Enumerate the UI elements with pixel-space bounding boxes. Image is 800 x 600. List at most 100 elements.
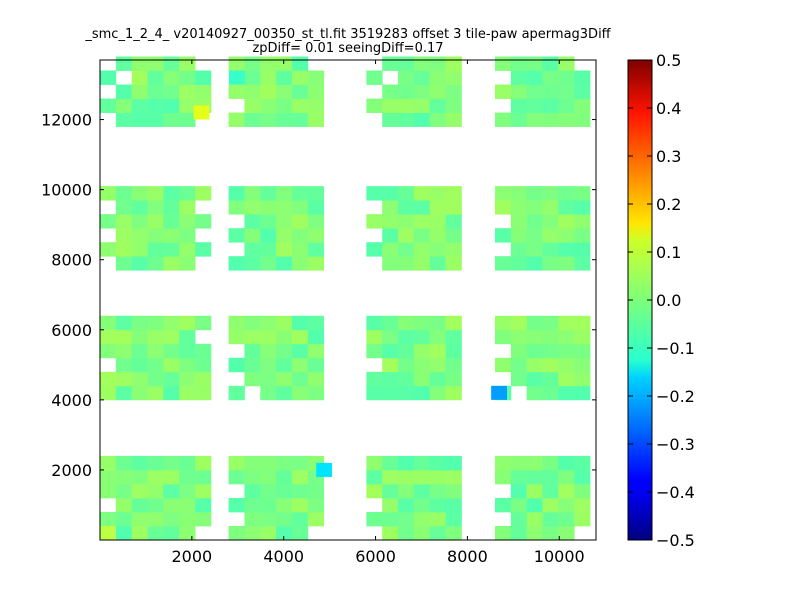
heatmap-cell	[574, 329, 591, 345]
heatmap-cell	[131, 497, 148, 513]
heatmap-cell	[574, 357, 591, 373]
heatmap-cell	[228, 455, 245, 471]
heatmap-cell	[115, 200, 133, 215]
heatmap-cell	[398, 371, 415, 387]
heatmap-cell	[131, 112, 148, 127]
heatmap-cell	[429, 455, 446, 471]
heatmap-cell	[445, 186, 462, 201]
heatmap-cell	[228, 84, 245, 99]
heatmap-cell	[291, 483, 309, 499]
heatmap-cell	[276, 329, 293, 345]
heatmap-cell	[100, 385, 117, 401]
heatmap-cell	[574, 385, 591, 401]
x-tick-label: 10000	[534, 547, 585, 566]
heatmap-cell	[413, 84, 431, 99]
heatmap-cell	[291, 315, 309, 331]
heatmap-cell	[291, 56, 309, 71]
heatmap-cell	[179, 228, 196, 243]
heatmap-cell	[445, 497, 462, 513]
heatmap-cell	[542, 112, 559, 127]
heatmap-cell	[494, 525, 512, 541]
heatmap-cell	[445, 256, 462, 271]
heatmap-cell	[291, 84, 309, 99]
heatmap-cell	[494, 357, 512, 373]
heatmap-cell	[276, 186, 293, 201]
heatmap-cell	[131, 200, 148, 215]
heatmap-cell	[131, 357, 148, 373]
heatmap-cell	[494, 329, 512, 345]
heatmap-cell	[163, 256, 180, 271]
heatmap-cell	[228, 469, 245, 485]
heatmap-cell	[494, 455, 512, 471]
heatmap-cell	[574, 469, 591, 485]
heatmap-cell	[526, 469, 543, 485]
heatmap-cell	[179, 56, 196, 71]
heatmap-cell	[429, 56, 446, 71]
heatmap-cell	[413, 511, 431, 527]
heatmap-cell	[542, 469, 559, 485]
heatmap-cell	[542, 84, 559, 99]
heatmap-cell	[131, 186, 148, 201]
heatmap-outlier-cell	[316, 462, 333, 477]
heatmap-cell	[413, 200, 431, 215]
heatmap-cell	[398, 469, 415, 485]
heatmap-cell	[398, 483, 415, 499]
heatmap-cell	[398, 112, 415, 127]
heatmap-cell	[131, 228, 148, 243]
heatmap-cell	[526, 315, 543, 331]
heatmap-cell	[244, 256, 261, 271]
heatmap-cell	[115, 343, 133, 359]
heatmap-cell	[291, 455, 309, 471]
heatmap-cell	[413, 385, 431, 401]
heatmap-cell	[366, 469, 383, 485]
x-tick-label: 6000	[355, 547, 396, 566]
heatmap-cell	[260, 98, 277, 113]
heatmap-cell	[244, 56, 261, 71]
x-tick-label: 4000	[263, 547, 304, 566]
heatmap-cell	[526, 200, 543, 215]
heatmap-cell	[260, 315, 277, 331]
heatmap-cell	[542, 511, 559, 527]
heatmap-cell	[542, 371, 559, 387]
heatmap-cell	[558, 315, 575, 331]
heatmap-cell	[179, 84, 196, 99]
heatmap-cell	[526, 511, 543, 527]
heatmap-cell	[147, 525, 164, 541]
heatmap-cell	[291, 98, 309, 113]
heatmap-cell	[147, 315, 164, 331]
heatmap-cell	[195, 371, 212, 387]
heatmap-cell	[307, 511, 325, 527]
heatmap-cell	[100, 511, 117, 527]
heatmap-cell	[179, 98, 196, 113]
heatmap-cell	[558, 70, 575, 85]
heatmap-cell	[163, 56, 180, 71]
heatmap-cell	[260, 228, 277, 243]
colorbar-tick-label: 0.3	[656, 147, 681, 166]
heatmap-cell	[179, 214, 196, 229]
heatmap-cell	[179, 242, 196, 257]
heatmap-cell	[244, 242, 261, 257]
heatmap-cell	[413, 329, 431, 345]
heatmap-cell	[115, 357, 133, 373]
heatmap-cell	[131, 525, 148, 541]
heatmap-cell	[398, 497, 415, 513]
heatmap-cell	[147, 385, 164, 401]
heatmap-cell	[429, 98, 446, 113]
heatmap-cell	[542, 329, 559, 345]
heatmap-cell	[179, 70, 196, 85]
heatmap-cell	[382, 455, 399, 471]
heatmap-cell	[307, 186, 325, 201]
heatmap-cell	[558, 84, 575, 99]
colorbar-tick-label: −0.4	[656, 483, 695, 502]
heatmap-cell	[244, 455, 261, 471]
heatmap-cell	[147, 371, 164, 387]
heatmap-cell	[100, 329, 117, 345]
heatmap-cell	[276, 214, 293, 229]
heatmap-cell	[429, 228, 446, 243]
heatmap-cell	[100, 469, 117, 485]
heatmap-cell	[276, 511, 293, 527]
heatmap-cell	[445, 56, 462, 71]
heatmap-cell	[413, 469, 431, 485]
heatmap-cell	[291, 371, 309, 387]
x-tick-label: 8000	[447, 547, 488, 566]
